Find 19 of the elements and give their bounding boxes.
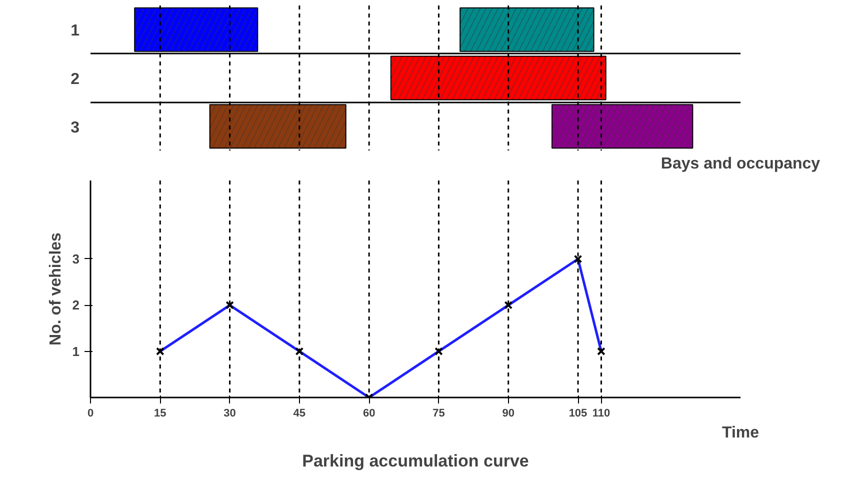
x-tick-label: 110: [592, 408, 610, 420]
y-tick-label: 2: [72, 298, 80, 313]
x-tick-label: 105: [568, 408, 588, 420]
x-tick-label: 90: [502, 408, 514, 420]
x-tick-label: 75: [432, 408, 445, 420]
y-tick-label: 1: [70, 22, 80, 40]
y-tick-label: 1: [72, 344, 80, 359]
x-tick-label: 60: [362, 408, 376, 420]
y-tick-label: 3: [72, 251, 80, 266]
x-axis-title: Time: [722, 424, 760, 442]
x-tick-label: 30: [224, 408, 236, 420]
y-tick-label: 2: [70, 71, 80, 88]
y-tick-label: 3: [70, 119, 80, 136]
x-axis-title: Bays and occupancy: [660, 156, 820, 172]
x-tick-label: 0: [87, 408, 94, 420]
text: Parking accumulation curve: [302, 452, 529, 470]
y-axis-title: No. of vehicles: [47, 232, 64, 346]
x-tick-label: 45: [293, 408, 306, 420]
x-tick-label: 15: [154, 408, 166, 420]
